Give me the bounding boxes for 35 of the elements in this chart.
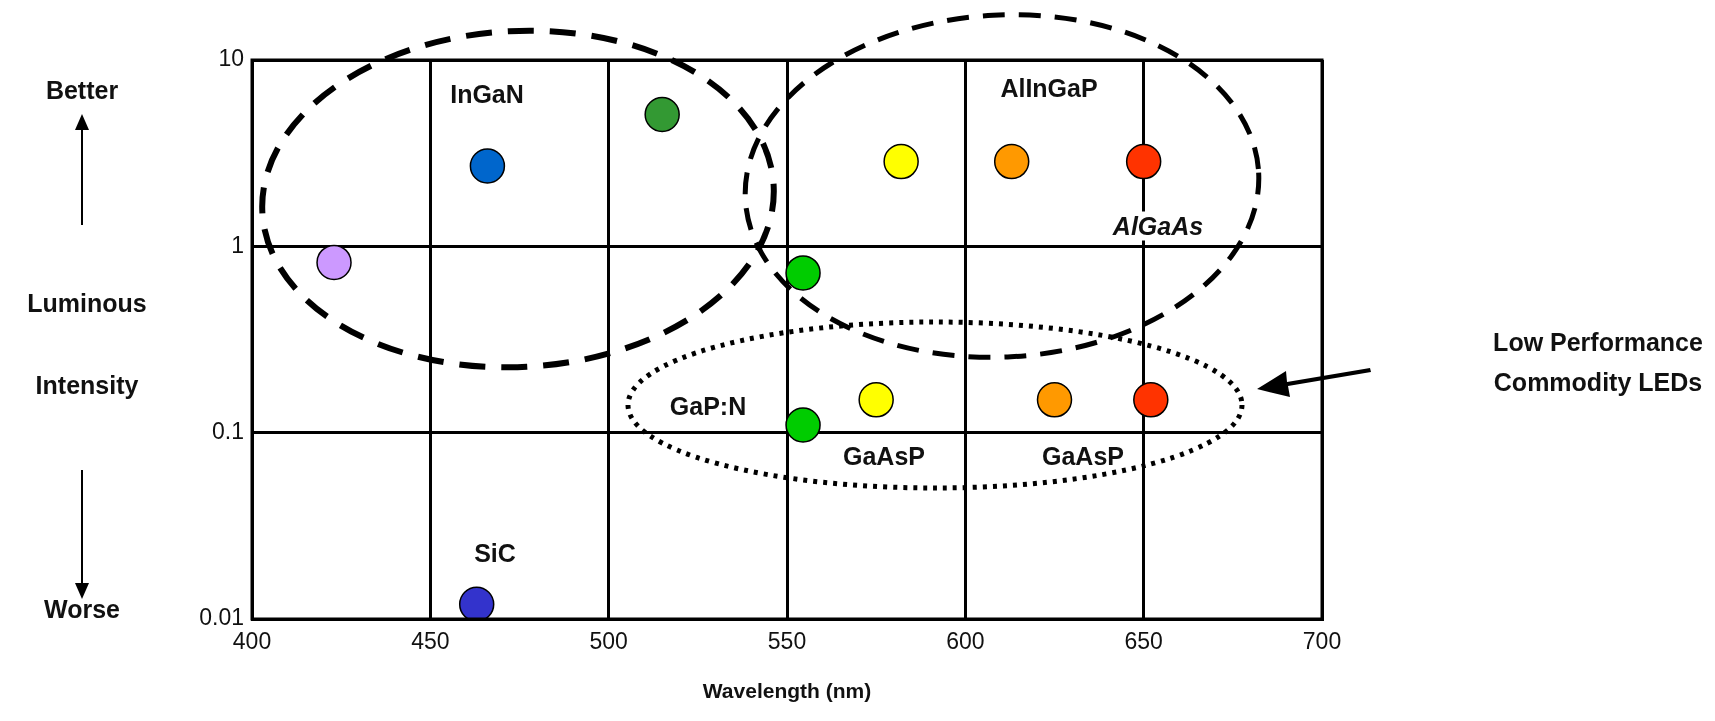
point: [1133, 382, 1169, 418]
y-tick-label: 1: [231, 231, 244, 258]
point: [458, 586, 495, 619]
x-tick-label: 600: [946, 628, 985, 655]
point: [316, 244, 352, 281]
point: [785, 407, 821, 443]
x-tick-label: 650: [1124, 628, 1163, 655]
x-tick-label: 400: [232, 628, 272, 655]
annotation: AlGaAs: [1098, 211, 1218, 241]
y-tick-label: 0.1: [212, 418, 244, 445]
point: [1125, 143, 1162, 180]
point: [993, 143, 1030, 180]
point: [469, 148, 506, 184]
text: Worse: [43, 594, 121, 624]
x-tick-label: 700: [1302, 628, 1342, 655]
point: [1036, 382, 1073, 418]
y-tick-label: 10: [218, 45, 244, 72]
x-tick-label: 500: [589, 628, 628, 655]
x-tick-label: 450: [411, 628, 450, 655]
annotation: GaAsP: [842, 441, 926, 471]
x-axis-title: Wavelength (nm): [702, 679, 872, 703]
point: [785, 255, 821, 291]
point: [883, 143, 919, 180]
text: Better: [44, 75, 120, 105]
annotation: GaP:N: [668, 391, 748, 421]
text: Luminous Intensity: [27, 289, 147, 399]
annotation: GaAsP: [1041, 441, 1125, 471]
point: [858, 382, 894, 418]
x-tick-label: 550: [767, 628, 807, 655]
text: Low Performance Commodity LEDs: [1492, 327, 1704, 398]
y-tick-label: 0.01: [199, 604, 244, 631]
annotation: InGaN: [449, 79, 525, 109]
annotation: SiC: [473, 538, 517, 568]
point: [644, 96, 680, 133]
annotation: AlInGaP: [999, 73, 1099, 103]
